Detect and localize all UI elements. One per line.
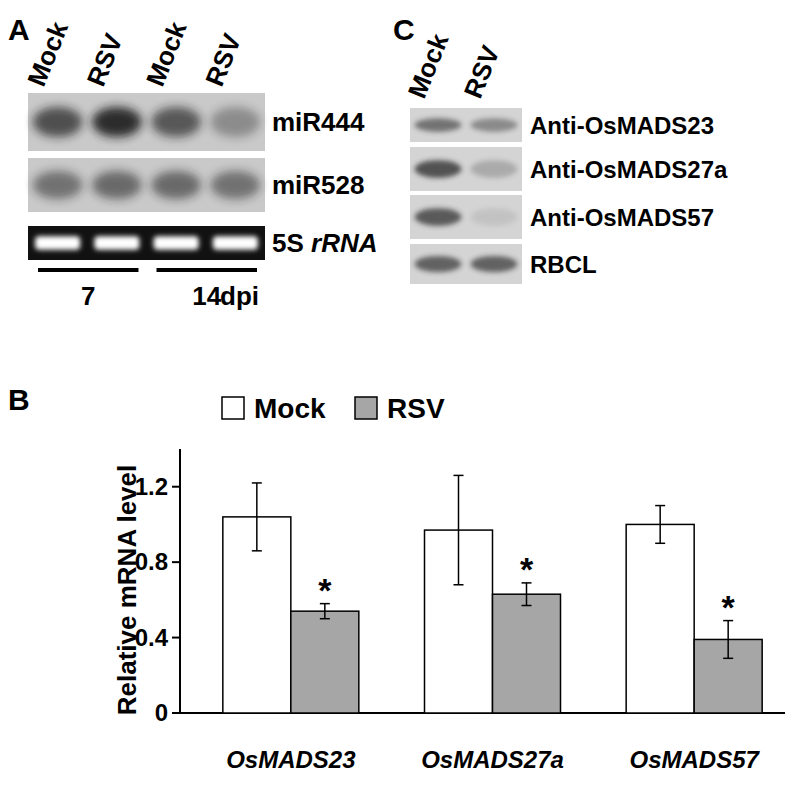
band xyxy=(414,256,461,272)
error-cap xyxy=(454,475,464,477)
error-cap xyxy=(252,482,262,484)
error-cap xyxy=(723,658,733,660)
x-tick-label: OsMADS57 xyxy=(629,746,760,773)
significance-mark: * xyxy=(722,588,736,626)
group-label: 7 xyxy=(81,281,95,311)
lane-label: Mock xyxy=(21,17,74,90)
row-label: Anti-OsMADS23 xyxy=(530,112,714,139)
band xyxy=(35,236,80,250)
bar xyxy=(626,524,694,713)
row-label: RBCL xyxy=(530,251,597,278)
band xyxy=(33,171,83,199)
panel-label: A xyxy=(8,13,30,46)
row-label: 5S rRNA xyxy=(272,228,377,258)
error-cap xyxy=(655,505,665,507)
band xyxy=(414,118,461,132)
error-bar xyxy=(723,621,733,659)
error-cap xyxy=(252,550,262,552)
group-bar xyxy=(157,268,258,272)
group-label: 14 xyxy=(192,281,221,311)
group-bar xyxy=(38,268,139,272)
band xyxy=(33,107,83,137)
legend-swatch xyxy=(222,397,244,419)
band xyxy=(151,107,201,137)
band xyxy=(470,160,517,178)
row-label: miR528 xyxy=(272,170,365,200)
band xyxy=(213,236,258,250)
blot-background xyxy=(410,108,522,142)
y-tick xyxy=(172,637,180,639)
error-line xyxy=(256,483,258,551)
lane-label: Mock xyxy=(140,17,193,90)
label-part: rRNA xyxy=(311,228,377,258)
row-label: Anti-OsMADS27a xyxy=(530,156,728,183)
band xyxy=(154,236,199,250)
error-bar xyxy=(454,475,464,584)
lane-label: RSV xyxy=(199,29,247,90)
band xyxy=(92,107,142,137)
band xyxy=(470,256,517,272)
significance-mark: * xyxy=(318,571,332,609)
x-tick-label: OsMADS27a xyxy=(421,746,564,773)
error-cap xyxy=(522,605,532,607)
band xyxy=(470,208,517,226)
blot-background xyxy=(28,158,265,212)
blot-background xyxy=(28,93,265,151)
error-line xyxy=(458,475,460,584)
lane-label: RSV xyxy=(458,41,506,102)
legend-label: Mock xyxy=(254,393,326,424)
y-tick-label: 0 xyxy=(155,699,168,726)
error-bar xyxy=(252,483,262,551)
y-tick xyxy=(172,561,180,563)
band xyxy=(470,118,517,132)
legend-label: RSV xyxy=(387,393,445,424)
y-tick xyxy=(172,486,180,488)
lane-label: RSV xyxy=(81,29,129,90)
figure: AMockRSVMockRSVmiR444miR5285S rRNA714dpi… xyxy=(0,0,793,787)
band xyxy=(210,171,260,199)
band xyxy=(92,171,142,199)
y-tick xyxy=(172,712,180,714)
error-line xyxy=(727,621,729,659)
label-part: 5S xyxy=(272,228,311,258)
legend-swatch xyxy=(355,397,377,419)
band xyxy=(210,107,260,137)
error-cap xyxy=(320,618,330,620)
band xyxy=(414,160,461,178)
band xyxy=(94,236,139,250)
band xyxy=(414,208,461,226)
bar xyxy=(493,594,561,713)
error-bar xyxy=(655,506,665,544)
error-cap xyxy=(655,543,665,545)
bar xyxy=(291,611,359,713)
error-cap xyxy=(454,584,464,586)
lane-label: Mock xyxy=(402,29,455,102)
panel-label: B xyxy=(8,383,30,416)
error-line xyxy=(659,506,661,544)
row-label: miR444 xyxy=(272,107,365,137)
blot-background xyxy=(410,244,522,284)
band xyxy=(151,171,201,199)
row-label: Anti-OsMADS57 xyxy=(530,204,714,231)
x-tick-label: OsMADS23 xyxy=(226,746,356,773)
plot-area xyxy=(223,475,762,713)
blot-background xyxy=(410,147,522,191)
panel-label: C xyxy=(393,13,415,46)
significance-mark: * xyxy=(520,550,534,588)
unit-label: dpi xyxy=(220,281,259,311)
gel-background xyxy=(28,226,265,260)
y-axis xyxy=(179,449,181,713)
y-axis-label: Relative mRNA level xyxy=(112,465,142,715)
blot-background xyxy=(410,195,522,239)
